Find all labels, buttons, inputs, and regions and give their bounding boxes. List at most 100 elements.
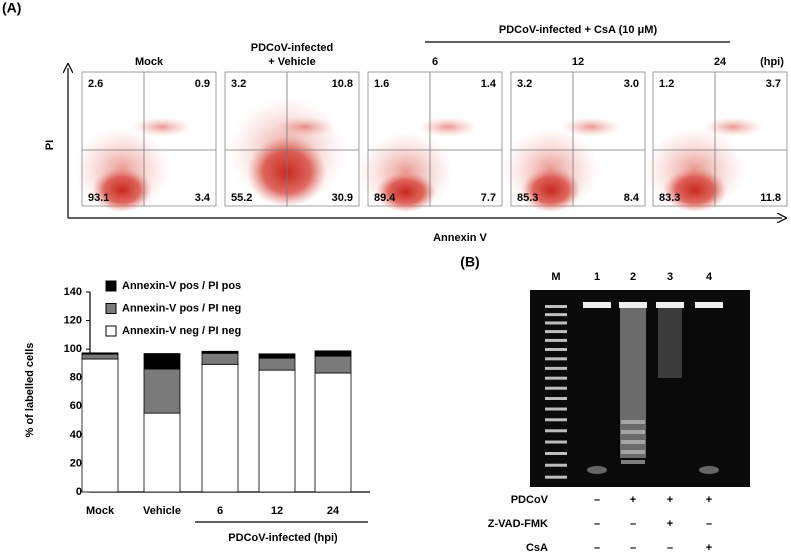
bar-segment <box>314 355 352 374</box>
bar-segment <box>143 368 181 414</box>
legend-label: Annexin-V neg / PI neg <box>122 325 241 337</box>
condition-name: CsA <box>526 542 548 553</box>
plot-title: 12 <box>572 56 584 68</box>
y-tick-label: 0 <box>76 486 82 498</box>
ladder-band <box>545 376 567 380</box>
condition-name: Z-VAD-FMK <box>488 518 548 530</box>
quadrant-value: 1.2 <box>659 78 674 90</box>
quadrant-value: 3.7 <box>766 78 781 90</box>
quadrant-value: 55.2 <box>231 192 252 204</box>
cell-cloud <box>663 168 727 212</box>
panel-label: (A) <box>2 0 21 16</box>
bar-segment <box>314 350 352 357</box>
ladder-band <box>545 452 567 455</box>
quadrant-value: 93.1 <box>88 192 109 204</box>
cell-cloud <box>521 168 581 212</box>
bar-segment <box>201 352 239 365</box>
cell-cloud <box>418 117 478 137</box>
bar-segment <box>143 353 181 370</box>
bar-segment <box>81 353 119 360</box>
well-band <box>583 302 611 308</box>
ladder-band <box>545 321 567 325</box>
bottom-glow <box>699 466 719 474</box>
lane-label: M <box>551 271 560 283</box>
smear-band <box>621 460 645 464</box>
cell-cloud <box>275 117 335 137</box>
condition-mark: – <box>594 494 600 506</box>
well-band <box>695 302 723 308</box>
plot-title: 24 <box>714 56 727 68</box>
y-tick-label: 80 <box>70 372 82 384</box>
ladder-band <box>545 348 567 351</box>
quadrant-value: 3.0 <box>624 78 639 90</box>
smear-band <box>621 440 645 444</box>
flow-x-label: Annexin V <box>433 232 487 244</box>
bar-segment <box>143 412 181 493</box>
condition-mark: – <box>594 518 600 530</box>
quadrant-value: 1.4 <box>481 78 497 90</box>
quadrant-value: 2.6 <box>88 78 103 90</box>
legend-swatch <box>105 325 117 337</box>
condition-mark: – <box>594 542 600 553</box>
x-tick-label: 24 <box>327 505 340 517</box>
flow-y-label: PI <box>44 140 56 150</box>
panel-label: (B) <box>460 254 479 270</box>
bar-group-label: PDCoV-infected (hpi) <box>228 532 338 544</box>
cell-cloud <box>92 168 152 212</box>
x-tick-label: 12 <box>271 505 283 517</box>
quadrant-value: 3.4 <box>195 192 211 204</box>
quadrant-value: 89.4 <box>374 192 396 204</box>
quadrant-value: 83.3 <box>659 192 680 204</box>
ladder-band <box>545 305 567 308</box>
legend-swatch <box>105 280 117 292</box>
condition-name: PDCoV <box>511 494 549 506</box>
quadrant-value: 3.2 <box>231 78 246 90</box>
ladder-band <box>545 429 567 433</box>
y-tick-label: 20 <box>70 457 82 469</box>
x-tick-label: Mock <box>86 505 115 517</box>
smear <box>658 308 682 378</box>
ladder-band <box>545 475 567 479</box>
smear <box>620 308 646 458</box>
y-tick-label: 40 <box>70 429 82 441</box>
legend-label: Annexin-V pos / PI pos <box>122 280 241 292</box>
x-tick-label: 6 <box>217 505 223 517</box>
condition-mark: – <box>667 542 673 553</box>
legend-label: Annexin-V pos / PI neg <box>122 302 241 314</box>
lane-label: 3 <box>667 271 673 283</box>
bar-segment <box>314 372 352 493</box>
bar-segment <box>201 363 239 493</box>
quadrant-value: 1.6 <box>374 78 389 90</box>
condition-mark: + <box>706 494 712 506</box>
plot-title: 6 <box>432 56 438 68</box>
cell-cloud <box>376 172 436 212</box>
condition-mark: – <box>706 518 712 530</box>
ladder-band <box>545 357 567 361</box>
plot-title: + Vehicle <box>268 56 315 68</box>
well-band <box>656 302 684 308</box>
ladder-band <box>545 440 567 444</box>
quadrant-value: 11.8 <box>760 192 781 204</box>
lane-label: 1 <box>594 271 600 283</box>
bar-segment <box>81 352 119 355</box>
ladder-band <box>545 463 567 467</box>
quadrant-value: 8.4 <box>624 192 640 204</box>
quadrant-value: 30.9 <box>332 192 353 204</box>
bar-segment <box>258 353 296 359</box>
ladder-band <box>545 386 567 390</box>
unit-label: (hpi) <box>760 56 784 68</box>
y-tick-label: 140 <box>64 286 82 298</box>
bottom-glow <box>587 466 607 474</box>
condition-mark: – <box>630 518 636 530</box>
smear-band <box>621 430 645 434</box>
condition-mark: + <box>630 494 636 506</box>
plot-title: Mock <box>135 56 164 68</box>
ladder-band <box>545 313 567 317</box>
quadrant-value: 0.9 <box>195 78 210 90</box>
cell-cloud <box>132 117 192 137</box>
smear-band <box>621 420 645 424</box>
flow-group-label: PDCoV-infected + CsA (10 μM) <box>499 24 658 36</box>
bar-segment <box>201 350 239 354</box>
x-tick-label: Vehicle <box>143 505 181 517</box>
ladder-band <box>545 366 567 370</box>
